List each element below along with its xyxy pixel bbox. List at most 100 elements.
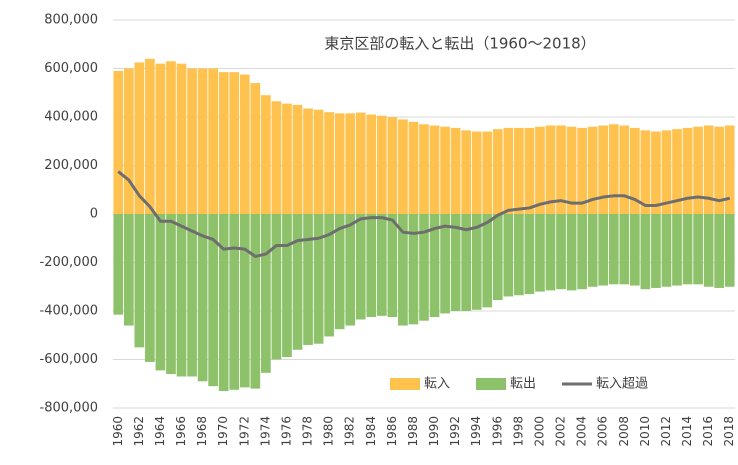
bar	[408, 121, 419, 214]
bar	[123, 68, 134, 214]
bar	[145, 58, 155, 214]
bar	[429, 214, 440, 318]
bar	[366, 114, 377, 214]
x-tick-label: 1988	[406, 416, 420, 447]
x-tick-label: 1990	[427, 416, 441, 447]
chart-title: 東京区部の転入と転出（1960～2018）	[324, 35, 595, 53]
legend-swatch	[390, 378, 420, 390]
bar	[261, 214, 271, 373]
bar	[524, 214, 535, 295]
x-tick-label: 2012	[659, 416, 673, 447]
x-tick-label: 2006	[596, 416, 610, 447]
bar	[450, 127, 461, 214]
bar	[303, 214, 313, 345]
bar	[334, 113, 345, 214]
bar	[176, 214, 187, 377]
bar	[218, 72, 229, 214]
bar	[313, 214, 324, 344]
bar	[514, 127, 524, 214]
bar	[651, 131, 661, 214]
bar	[693, 214, 703, 285]
bar	[419, 214, 429, 321]
x-tick-label: 2000	[532, 416, 546, 447]
bar	[398, 119, 408, 214]
bar	[661, 214, 672, 287]
bar	[292, 104, 303, 214]
bar	[503, 214, 514, 297]
bar	[598, 125, 609, 214]
bar	[366, 214, 377, 318]
bar	[651, 214, 661, 288]
bar	[724, 125, 735, 214]
bar	[556, 214, 566, 290]
bar	[197, 68, 208, 214]
bar	[313, 109, 324, 214]
bar	[355, 112, 366, 214]
line	[117, 170, 731, 258]
bar	[640, 130, 651, 214]
bar	[629, 127, 640, 214]
bar	[608, 124, 619, 214]
bar	[134, 62, 145, 214]
bar	[482, 131, 493, 214]
bar	[197, 214, 208, 382]
x-tick-label: 1984	[364, 416, 378, 447]
bar	[503, 127, 514, 214]
bar	[535, 214, 545, 292]
y-tick-label: -600,000	[40, 352, 98, 367]
bar	[535, 126, 545, 214]
x-tick-label: 1962	[132, 416, 146, 447]
bar	[376, 214, 387, 316]
bar	[187, 68, 197, 214]
bar	[282, 214, 292, 358]
bar	[134, 214, 145, 348]
bar	[672, 214, 682, 286]
x-tick-label: 2014	[680, 416, 694, 447]
x-tick-label: 1994	[469, 416, 483, 447]
x-tick-label: 1992	[448, 416, 462, 447]
bar	[123, 214, 134, 326]
bar	[155, 63, 166, 215]
x-tick-label: 1986	[385, 416, 399, 447]
bar	[714, 214, 725, 288]
bar	[471, 131, 482, 214]
bar	[419, 124, 429, 214]
bar	[661, 130, 672, 214]
y-tick-label: -200,000	[40, 255, 98, 270]
bar	[166, 214, 176, 375]
x-tick-label: 1972	[237, 416, 251, 447]
bar	[113, 70, 124, 214]
bar	[145, 214, 155, 362]
bar	[545, 125, 556, 214]
y-tick-label: -400,000	[40, 304, 98, 319]
bar	[587, 126, 598, 214]
bar	[334, 214, 345, 330]
x-tick-label: 1978	[301, 416, 315, 447]
y-tick-label: 200,000	[44, 158, 98, 173]
bar	[387, 214, 398, 318]
bar	[566, 214, 577, 291]
bar	[250, 83, 261, 214]
bar	[724, 214, 735, 287]
y-tick-label: -800,000	[40, 401, 98, 416]
y-tick-label: 400,000	[44, 110, 98, 125]
x-tick-label: 1996	[490, 416, 504, 447]
bar	[355, 214, 366, 320]
x-tick-label: 2002	[554, 416, 568, 447]
legend-label: 転入	[424, 377, 450, 392]
bar	[208, 68, 219, 214]
bar	[514, 214, 524, 296]
bar	[693, 126, 703, 214]
bar	[166, 61, 176, 214]
bar	[703, 125, 714, 214]
x-tick-label: 2008	[617, 416, 631, 447]
bar	[461, 214, 472, 311]
x-tick-label: 2016	[701, 416, 715, 447]
bar	[398, 214, 408, 326]
bar	[524, 127, 535, 214]
bar	[577, 127, 587, 214]
y-tick-label: 800,000	[44, 13, 98, 28]
bar	[376, 115, 387, 214]
bar	[440, 126, 450, 214]
